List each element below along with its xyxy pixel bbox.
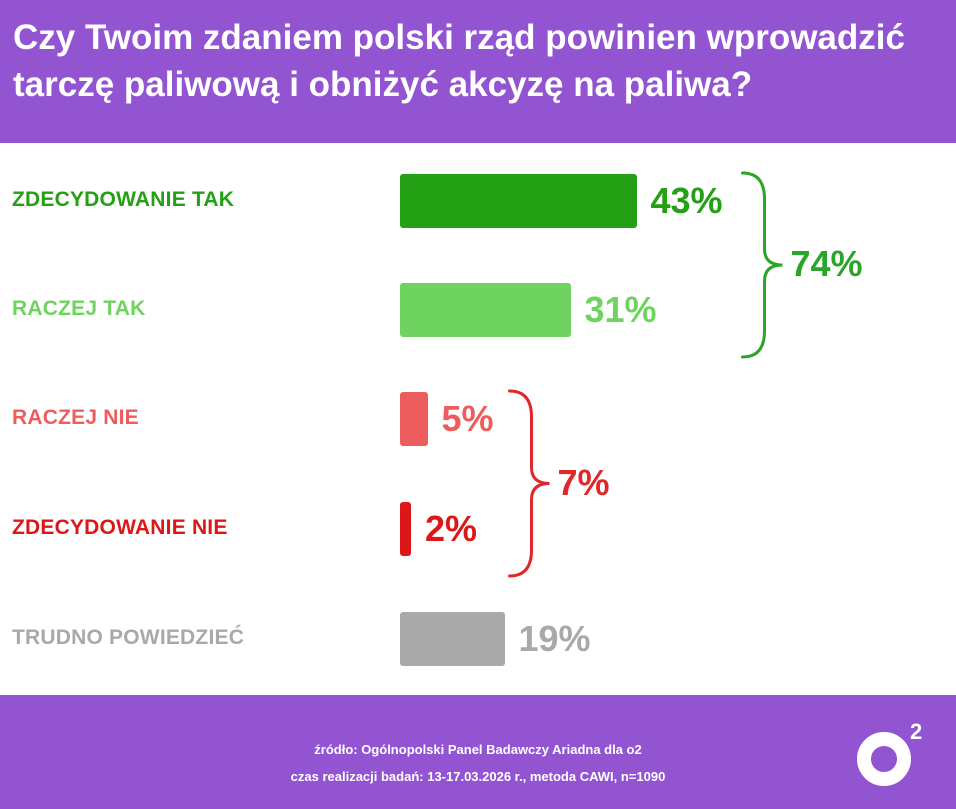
group-total-label: 7% xyxy=(557,461,610,503)
logo-superscript: 2 xyxy=(910,719,922,744)
bar xyxy=(400,612,505,666)
category-label: ZDECYDOWANIE TAK xyxy=(12,188,235,211)
bar xyxy=(400,283,571,337)
title-line-1: Czy Twoim zdaniem polski rząd powinien w… xyxy=(13,18,905,57)
bar xyxy=(400,392,428,446)
group-brackets xyxy=(508,171,783,578)
value-label: 2% xyxy=(425,508,478,549)
value-label: 31% xyxy=(584,289,657,330)
source-text: źródło: Ogólnopolski Panel Badawczy Aria… xyxy=(314,742,642,757)
title-line-2: tarczę paliwową i obniżyć akcyzę na pali… xyxy=(13,65,753,104)
bar-chart: ZDECYDOWANIE TAK 43% RACZEJ TAK 31% RACZEJ N… xyxy=(0,143,956,695)
method-text: czas realizacji badań: 13-17.03.2026 r.,… xyxy=(290,769,666,784)
value-label: 43% xyxy=(650,180,723,221)
group-bracket xyxy=(508,389,550,578)
bar xyxy=(400,502,411,556)
group-bracket xyxy=(741,171,783,359)
o2-logo: 2 xyxy=(857,719,922,786)
group-total-label: 74% xyxy=(790,243,863,284)
footer-banner: źródło: Ogólnopolski Panel Badawczy Aria… xyxy=(0,695,956,809)
chart-title: Czy Twoim zdaniem polski rząd powinien w… xyxy=(13,14,943,108)
bar xyxy=(400,174,637,228)
value-label: 5% xyxy=(441,398,494,439)
category-label: TRUDNO POWIEDZIEĆ xyxy=(12,626,245,649)
value-label: 19% xyxy=(518,618,591,659)
category-label: RACZEJ TAK xyxy=(12,297,146,320)
header-banner: Czy Twoim zdaniem polski rząd powinien w… xyxy=(0,0,956,143)
category-label: RACZEJ NIE xyxy=(12,406,139,429)
category-label: ZDECYDOWANIE NIE xyxy=(12,516,228,539)
